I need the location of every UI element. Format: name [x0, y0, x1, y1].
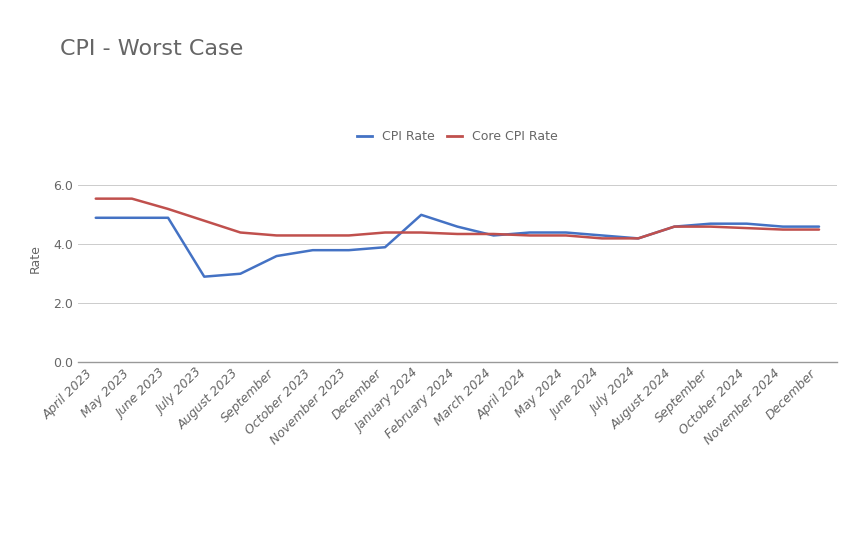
CPI Rate: [525, 229, 535, 236]
CPI Rate: [163, 214, 173, 221]
Core CPI Rate: [705, 223, 715, 230]
Core CPI Rate: [380, 229, 390, 236]
CPI Rate: [271, 253, 281, 260]
CPI Rate: [778, 223, 788, 230]
Core CPI Rate: [669, 223, 679, 230]
Y-axis label: Rate: Rate: [28, 245, 41, 273]
CPI Rate: [597, 232, 608, 239]
Core CPI Rate: [633, 235, 644, 242]
Core CPI Rate: [271, 232, 281, 239]
Core CPI Rate: [343, 232, 354, 239]
Core CPI Rate: [778, 226, 788, 233]
Core CPI Rate: [236, 229, 246, 236]
CPI Rate: [127, 214, 137, 221]
CPI Rate: [91, 214, 101, 221]
Core CPI Rate: [163, 206, 173, 212]
CPI Rate: [814, 223, 824, 230]
Core CPI Rate: [814, 226, 824, 233]
Core CPI Rate: [597, 235, 608, 242]
CPI Rate: [380, 244, 390, 251]
Core CPI Rate: [127, 196, 137, 202]
Core CPI Rate: [488, 231, 499, 237]
CPI Rate: [705, 221, 715, 227]
CPI Rate: [561, 229, 571, 236]
Core CPI Rate: [307, 232, 318, 239]
Line: CPI Rate: CPI Rate: [96, 215, 819, 277]
Text: CPI - Worst Case: CPI - Worst Case: [60, 39, 243, 59]
CPI Rate: [741, 221, 752, 227]
CPI Rate: [633, 235, 644, 242]
CPI Rate: [416, 212, 426, 218]
CPI Rate: [452, 223, 463, 230]
Core CPI Rate: [91, 196, 101, 202]
CPI Rate: [343, 247, 354, 253]
Core CPI Rate: [452, 231, 463, 237]
CPI Rate: [488, 232, 499, 239]
Core CPI Rate: [416, 229, 426, 236]
Core CPI Rate: [199, 217, 210, 224]
CPI Rate: [236, 270, 246, 277]
Core CPI Rate: [561, 232, 571, 239]
Legend: CPI Rate, Core CPI Rate: CPI Rate, Core CPI Rate: [352, 125, 563, 148]
CPI Rate: [199, 273, 210, 280]
CPI Rate: [669, 223, 679, 230]
Core CPI Rate: [741, 224, 752, 232]
CPI Rate: [307, 247, 318, 253]
Core CPI Rate: [525, 232, 535, 239]
Line: Core CPI Rate: Core CPI Rate: [96, 199, 819, 238]
